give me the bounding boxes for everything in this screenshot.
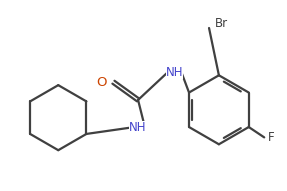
Text: Br: Br: [215, 17, 228, 30]
Text: O: O: [96, 76, 106, 89]
Text: NH: NH: [166, 66, 183, 79]
Text: NH: NH: [129, 121, 147, 134]
Text: F: F: [268, 131, 275, 144]
